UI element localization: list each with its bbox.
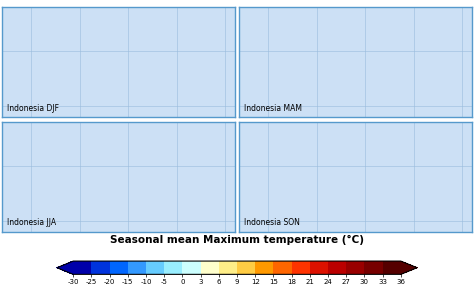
- Text: Indonesia DJF: Indonesia DJF: [7, 104, 59, 113]
- Text: Indonesia SON: Indonesia SON: [244, 218, 300, 227]
- Text: Indonesia JJA: Indonesia JJA: [7, 218, 56, 227]
- Text: Seasonal mean Maximum temperature (°C): Seasonal mean Maximum temperature (°C): [110, 235, 364, 245]
- PathPatch shape: [57, 261, 73, 274]
- Text: Indonesia MAM: Indonesia MAM: [244, 104, 302, 113]
- PathPatch shape: [401, 261, 417, 274]
